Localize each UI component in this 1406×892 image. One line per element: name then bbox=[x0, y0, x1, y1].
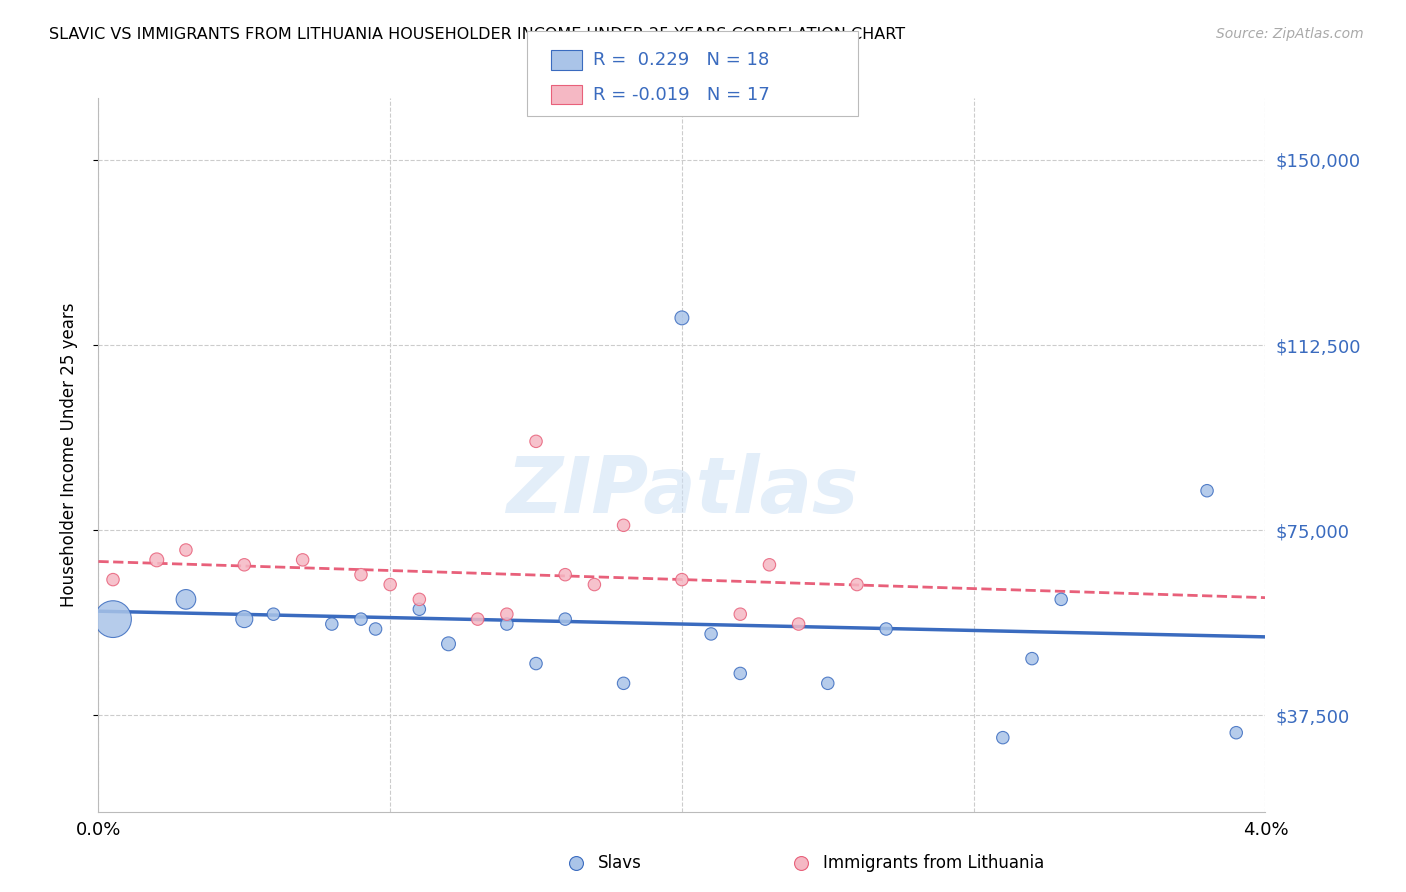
Point bbox=[1021, 651, 1043, 665]
Point bbox=[728, 607, 751, 622]
Point bbox=[291, 553, 314, 567]
Point bbox=[174, 592, 197, 607]
Point bbox=[233, 558, 256, 572]
Point bbox=[437, 637, 460, 651]
Point bbox=[1225, 725, 1247, 739]
Text: R = -0.019   N = 17: R = -0.019 N = 17 bbox=[593, 86, 770, 103]
Point bbox=[565, 856, 588, 871]
Point bbox=[496, 617, 519, 632]
Point bbox=[790, 856, 813, 871]
Point bbox=[875, 622, 897, 636]
Point bbox=[612, 676, 634, 690]
Point bbox=[146, 553, 169, 567]
Point bbox=[991, 731, 1014, 745]
Point bbox=[378, 577, 402, 591]
Point bbox=[846, 577, 869, 591]
Point bbox=[321, 617, 343, 632]
Point bbox=[262, 607, 284, 622]
Point bbox=[583, 577, 606, 591]
Point bbox=[612, 518, 634, 533]
Point bbox=[700, 627, 723, 641]
Point bbox=[817, 676, 839, 690]
Point bbox=[233, 612, 256, 626]
Point bbox=[174, 543, 197, 558]
Text: SLAVIC VS IMMIGRANTS FROM LITHUANIA HOUSEHOLDER INCOME UNDER 25 YEARS CORRELATIO: SLAVIC VS IMMIGRANTS FROM LITHUANIA HOUS… bbox=[49, 27, 905, 42]
Point bbox=[408, 602, 430, 616]
Point bbox=[671, 310, 693, 325]
Point bbox=[1195, 483, 1218, 498]
Point bbox=[350, 567, 373, 582]
Point bbox=[758, 558, 780, 572]
Y-axis label: Householder Income Under 25 years: Householder Income Under 25 years bbox=[59, 302, 77, 607]
Point bbox=[408, 592, 430, 607]
Text: Slavs: Slavs bbox=[598, 855, 641, 872]
Point bbox=[101, 612, 124, 626]
Point bbox=[554, 612, 576, 626]
Point bbox=[364, 622, 387, 636]
Point bbox=[524, 434, 547, 449]
Point bbox=[1050, 592, 1073, 607]
Point bbox=[101, 573, 124, 587]
Text: Source: ZipAtlas.com: Source: ZipAtlas.com bbox=[1216, 27, 1364, 41]
Text: R =  0.229   N = 18: R = 0.229 N = 18 bbox=[593, 51, 769, 69]
Point bbox=[554, 567, 576, 582]
Point bbox=[671, 573, 693, 587]
Point bbox=[787, 617, 810, 632]
Point bbox=[467, 612, 489, 626]
Point bbox=[350, 612, 373, 626]
Text: Immigrants from Lithuania: Immigrants from Lithuania bbox=[823, 855, 1043, 872]
Point bbox=[496, 607, 519, 622]
Point bbox=[728, 666, 751, 681]
Point bbox=[524, 657, 547, 671]
Text: ZIPatlas: ZIPatlas bbox=[506, 452, 858, 529]
